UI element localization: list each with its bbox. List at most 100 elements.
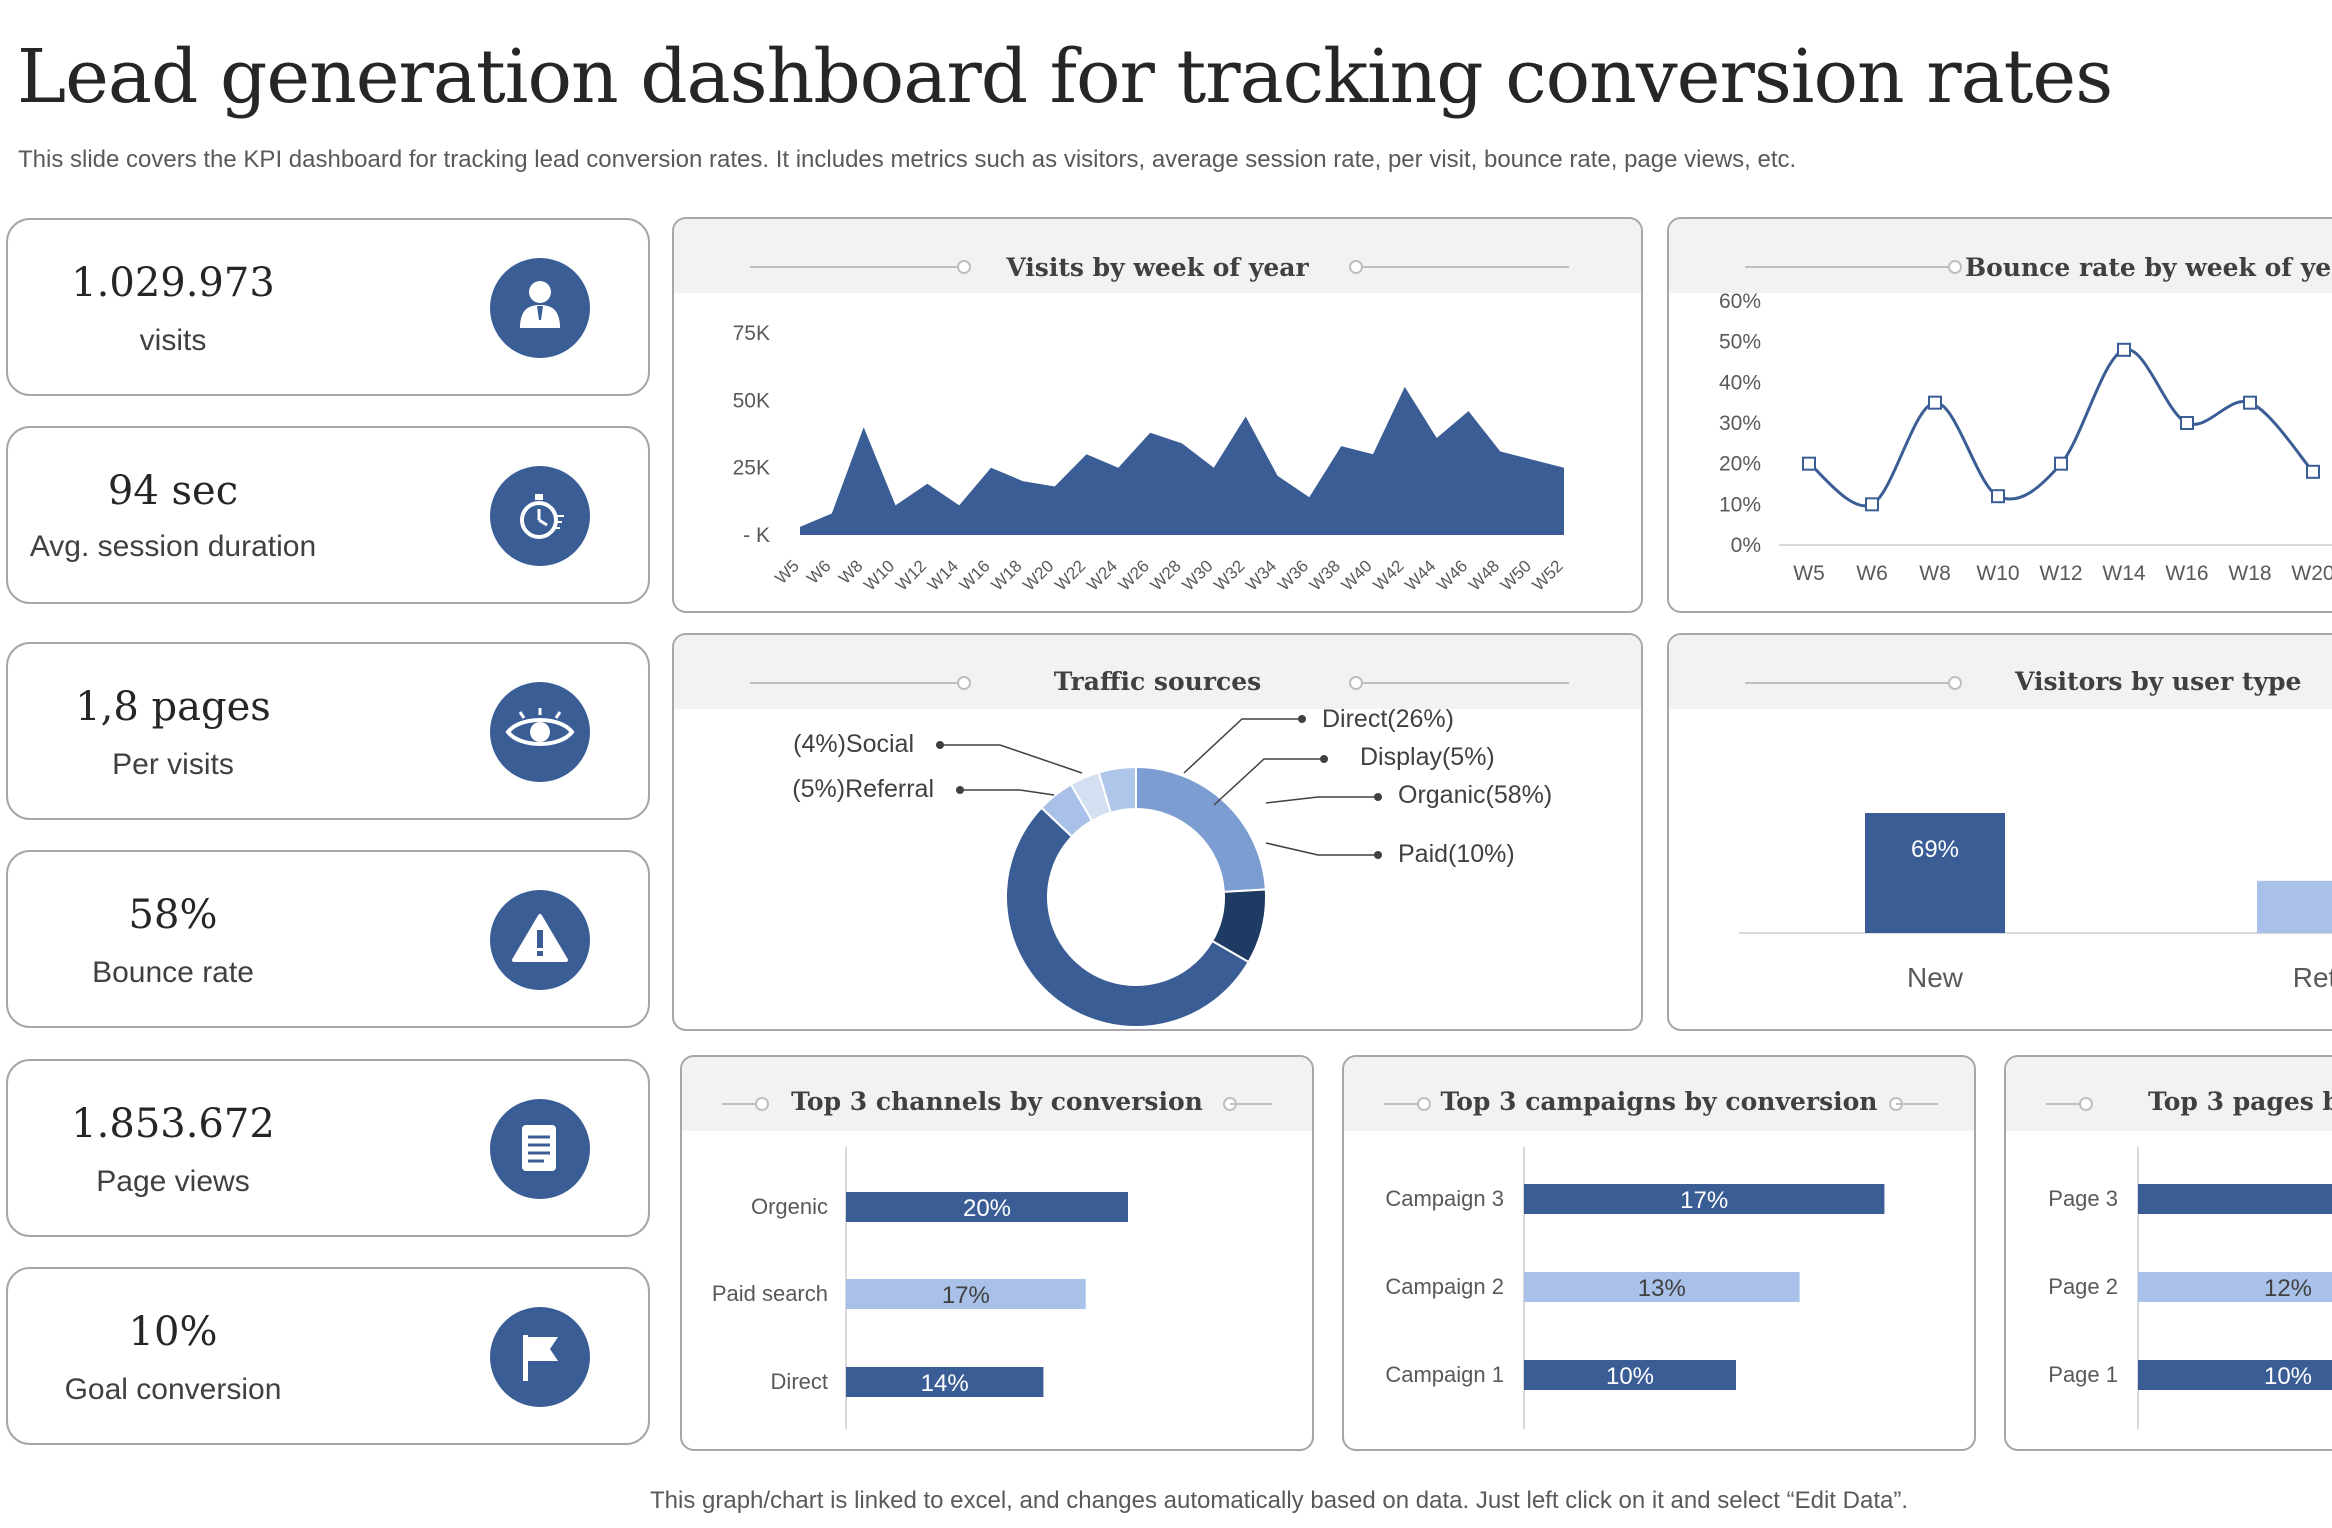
y-tick-label: Page 2 [2048,1274,2118,1299]
panel-channels[interactable]: Top 3 channels by conversion Orgenic 20% P… [680,1055,1314,1451]
y-tick-label: 60% [1719,290,1761,313]
y-tick-label: 0% [1731,534,1761,557]
y-tick-label: Orgenic [751,1194,828,1219]
stopwatch-icon [490,466,590,566]
chart-title: Visits by week of year [1006,253,1309,282]
x-tick-label: W18 [988,556,1026,594]
data-point [2180,416,2194,430]
kpi-label: Bounce rate [92,956,254,989]
panel-bounce[interactable]: Bounce rate by week of year 0% 10% 20% 30% 4… [1667,217,2332,613]
x-tick-label: New [1907,962,1964,993]
campaigns-bar-chart[interactable]: Campaign 3 17% Campaign 2 13% Campaign 1 10% [1344,1057,1976,1451]
slice-label: (4%)Social [793,730,914,758]
leader-dot [1320,755,1328,763]
x-tick-label: W14 [2102,562,2146,585]
x-tick-label: W44 [1401,556,1439,594]
title-decoration [1745,260,1962,274]
x-tick-label: W16 [2165,562,2208,585]
x-tick-label: W5 [1793,562,1825,585]
bar-value-label: 17% [942,1282,990,1309]
visits-area [800,386,1564,535]
data-point [1928,395,1942,410]
slice-label: (5%)Referral [792,775,934,803]
leader-dot [936,741,944,749]
kpi-value: 58% [128,892,218,938]
bar [2138,1184,2332,1214]
panel-header [682,1057,1312,1131]
bar [1524,1360,1736,1390]
leader-line [1265,796,1378,804]
leader-line [1183,718,1302,774]
usertype-bar-chart[interactable]: 69%New30Retur [1669,635,2332,1031]
title-decoration [750,676,1569,690]
x-tick-label: W24 [1083,556,1121,594]
panel-header [1344,1057,1974,1131]
bounce-line-chart[interactable]: 0% 10% 20% 30% 40% 50% 60% W5 W6 W8 W10 W12 W14 W16 W1… [1669,219,2332,613]
bar [846,1279,1086,1309]
footer-note: This graph/chart is linked to excel, and… [650,1487,1908,1514]
kpi-card-visits[interactable]: 1.029.973 visits [6,218,650,396]
x-tick-label: W36 [1274,556,1312,594]
y-tick-label: 25K [733,457,770,480]
panel-traffic[interactable]: Traffic sources Direct(26%) Display(5%) Or… [672,633,1643,1031]
panel-header [674,635,1641,709]
panel-campaigns[interactable]: Top 3 campaigns by conversion Campaign 3… [1342,1055,1976,1451]
x-tick-label: W32 [1210,556,1248,594]
donut-slice [1097,765,1137,814]
bar-value-label: 10% [1606,1363,1654,1390]
x-tick-label: W10 [860,556,898,594]
flag-icon [490,1307,590,1407]
panel-usertype[interactable]: Visitors by user type 69%New30Retur [1667,633,2332,1031]
x-tick-label: W40 [1338,556,1376,594]
panel-header [674,219,1641,293]
x-tick-label: W12 [2039,562,2082,585]
kpi-card-bounce[interactable]: 58% Bounce rate [6,850,650,1028]
bar [1865,813,2005,933]
panel-header [2006,1057,2332,1131]
x-tick-label: W42 [1370,556,1408,594]
pages-bar-chart[interactable]: Page 3 Page 2 12% Page 1 10% [2006,1057,2332,1451]
x-tick-label: W14 [924,556,962,594]
bar [846,1192,1128,1222]
slice-label: Direct(26%) [1322,705,1454,733]
page-subtitle: This slide covers the KPI dashboard for … [18,146,1797,173]
bar-value-label: 10% [2264,1363,2312,1390]
y-tick-label: 50% [1719,331,1761,354]
data-point [1991,489,2005,504]
kpi-card-goal[interactable]: 10% Goal conversion [6,1267,650,1445]
x-tick-label: W20 [2291,562,2332,585]
kpi-card-session[interactable]: 94 sec Avg. session duration [6,426,650,604]
leader-dot [956,786,964,794]
x-tick-label: W10 [1976,562,2019,585]
y-tick-label: Campaign 1 [1385,1362,1504,1387]
y-tick-label: 75K [733,322,770,345]
x-tick-label: W20 [1019,556,1057,594]
title-decoration [1745,676,1962,690]
y-tick-label: 50K [733,389,770,412]
panel-visits[interactable]: Visits by week of year - K 25K 50K 75K W5 W6 W… [672,217,1643,613]
data-point [2054,456,2068,471]
page-title: Lead generation dashboard for tracking c… [17,34,2113,120]
data-point [2306,464,2320,479]
x-tick-label: W52 [1529,556,1567,594]
y-tick-label: - K [743,524,770,547]
x-tick-label: W5 [771,556,802,587]
traffic-donut-chart[interactable]: Direct(26%) Display(5%) Organic(58%) Paid(1… [674,635,1643,1031]
data-point [1802,456,1816,471]
kpi-card-pageviews[interactable]: 1.853.672 Page views [6,1059,650,1237]
document-icon [490,1099,590,1199]
kpi-label: Avg. session duration [29,530,317,563]
leader-line [960,789,1055,796]
leader-line [940,744,1083,774]
x-tick-label: Retur [2293,962,2332,993]
x-tick-label: W28 [1147,556,1185,594]
chart-title: Bounce rate by week of year [1965,253,2332,282]
kpi-card-pages[interactable]: 1,8 pages Per visits [6,642,650,820]
bar [2138,1360,2332,1390]
x-tick-label: W26 [1115,556,1153,594]
x-tick-label: W22 [1051,556,1089,594]
channels-bar-chart[interactable]: Orgenic 20% Paid search 17% Direct 14% [682,1057,1314,1451]
bar [846,1367,1044,1397]
panel-pages[interactable]: Top 3 pages b Page 3 Page 2 12% Page 1 10% [2004,1055,2332,1451]
